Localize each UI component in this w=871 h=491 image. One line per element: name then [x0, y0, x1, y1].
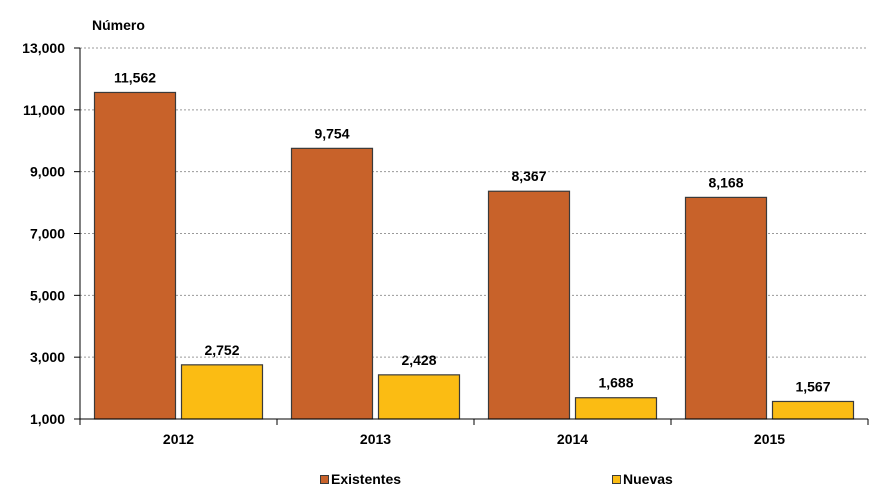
y-tick-label: 3,000: [30, 349, 65, 365]
legend-label-nuevas: Nuevas: [623, 471, 673, 487]
y-axis-label: Número: [92, 17, 145, 33]
y-tick-label: 1,000: [30, 411, 65, 427]
bars: [93, 91, 855, 420]
x-tick-label: 2015: [754, 431, 785, 447]
x-tick-label: 2012: [163, 431, 194, 447]
bar-nuevas-2013: [377, 374, 461, 420]
data-label: 2,428: [401, 352, 436, 368]
x-tick-label: 2014: [557, 431, 588, 447]
y-tick-label: 9,000: [30, 164, 65, 180]
bar-existentes-2015: [684, 196, 768, 420]
bar-existentes-2012: [93, 91, 177, 420]
legend-swatch-nuevas: [612, 474, 621, 484]
bar-nuevas-2012: [180, 364, 264, 420]
legend: Existentes Nuevas: [0, 471, 871, 491]
y-tick-label: 7,000: [30, 226, 65, 242]
data-label: 2,752: [204, 342, 239, 358]
data-label: 9,754: [314, 125, 349, 141]
legend-item-nuevas: Nuevas: [612, 471, 673, 487]
legend-label-existentes: Existentes: [331, 471, 402, 487]
x-tick-label: 2013: [360, 431, 391, 447]
data-label: 8,168: [708, 174, 743, 190]
data-labels: 11,562 2,752 9,754 2,428 8,367 1,688 8,168 1,56…: [114, 69, 831, 394]
legend-item-existentes: Existentes: [320, 471, 401, 487]
bar-existentes-2014: [487, 190, 571, 420]
bar-nuevas-2014: [574, 397, 658, 420]
data-label: 1,567: [795, 378, 830, 394]
bar-existentes-2013: [290, 147, 374, 420]
data-label: 8,367: [511, 168, 546, 184]
axes: 1,000 3,000 5,000 7,000 9,000 11,000 13,000 201…: [22, 40, 869, 447]
y-tick-label: 11,000: [23, 102, 65, 118]
legend-swatch-existentes: [320, 474, 329, 484]
data-label: 1,688: [598, 375, 633, 391]
data-label: 11,562: [114, 69, 156, 85]
y-tick-label: 13,000: [22, 40, 65, 56]
y-tick-label: 5,000: [30, 287, 65, 303]
bar-nuevas-2015: [771, 400, 855, 420]
